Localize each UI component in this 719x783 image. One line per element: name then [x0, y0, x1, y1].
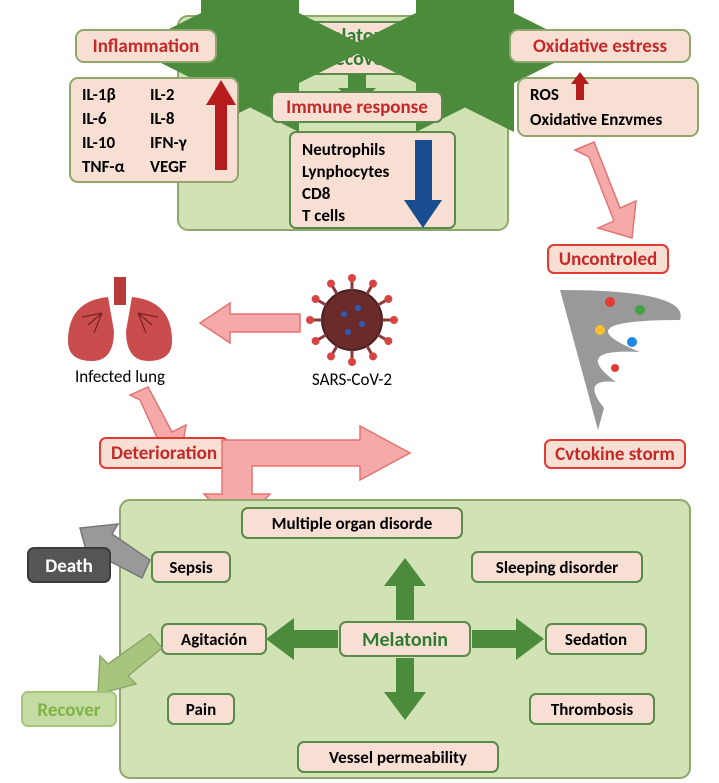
- cell-0: Neutrophils: [302, 139, 385, 160]
- immune-label: Immune response: [286, 96, 428, 119]
- cyt-1: IL-2: [150, 84, 175, 105]
- sepsis-label: Sepsis: [169, 557, 213, 578]
- recover-label: Recover: [37, 699, 100, 722]
- oxstress-label: Oxidative estress: [533, 35, 668, 58]
- sars-icon: [306, 274, 398, 366]
- ros-l2: Oxidative Enzvmes: [530, 109, 662, 130]
- cyt-3: IL-8: [150, 108, 175, 129]
- agitacion-label: Agitación: [181, 629, 247, 650]
- death-label: Death: [45, 555, 93, 578]
- cyt-7: VEGF: [150, 156, 187, 177]
- lung-icon: [68, 277, 172, 361]
- inflammation-label: Inflammation: [93, 35, 200, 58]
- arrow-pink-ros: [575, 142, 636, 238]
- lung-label: Infected lung: [75, 366, 165, 387]
- cyt-4: IL-10: [82, 132, 115, 153]
- mult-organ-label: Multiple organ disorde: [272, 513, 433, 534]
- uncontroled-label: Uncontroled: [559, 248, 657, 271]
- ros-l1: ROS: [530, 84, 559, 105]
- sedation-label: Sedation: [565, 629, 627, 650]
- vessel-label: Vessel permeability: [329, 747, 467, 768]
- melatonin-sub: (Recover): [318, 47, 397, 71]
- arrow-virus-lung: [200, 303, 300, 343]
- cytokinestorm-label: Cvtokine storm: [555, 443, 675, 466]
- melatonin-title: Melatonin: [314, 24, 400, 48]
- melatonin-bottom-label: Melatonin: [362, 628, 448, 652]
- cyt-5: IFN-γ: [150, 132, 187, 153]
- cyt-0: IL-1β: [82, 84, 116, 105]
- cell-1: Lynphocytes: [302, 161, 390, 182]
- sars-label: SARS-CoV-2: [312, 369, 392, 390]
- tornado-icon: [560, 290, 681, 430]
- cyt-2: IL-6: [82, 108, 107, 129]
- thrombosis-label: Thrombosis: [551, 699, 634, 720]
- pain-label: Pain: [186, 699, 216, 720]
- cyt-6: TNF-α: [82, 156, 125, 177]
- cell-3: T cells: [302, 205, 345, 226]
- sleeping-label: Sleeping disorder: [496, 557, 618, 578]
- cell-2: CD8: [302, 183, 331, 204]
- deterioration-label: Deterioration: [111, 442, 217, 465]
